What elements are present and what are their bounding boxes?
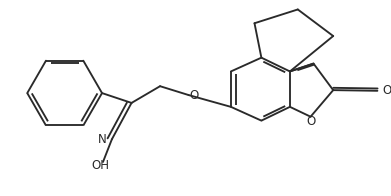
Text: O: O [189, 89, 198, 102]
Text: O: O [306, 115, 315, 128]
Text: O: O [382, 84, 391, 97]
Text: OH: OH [91, 159, 109, 172]
Text: N: N [97, 133, 106, 146]
